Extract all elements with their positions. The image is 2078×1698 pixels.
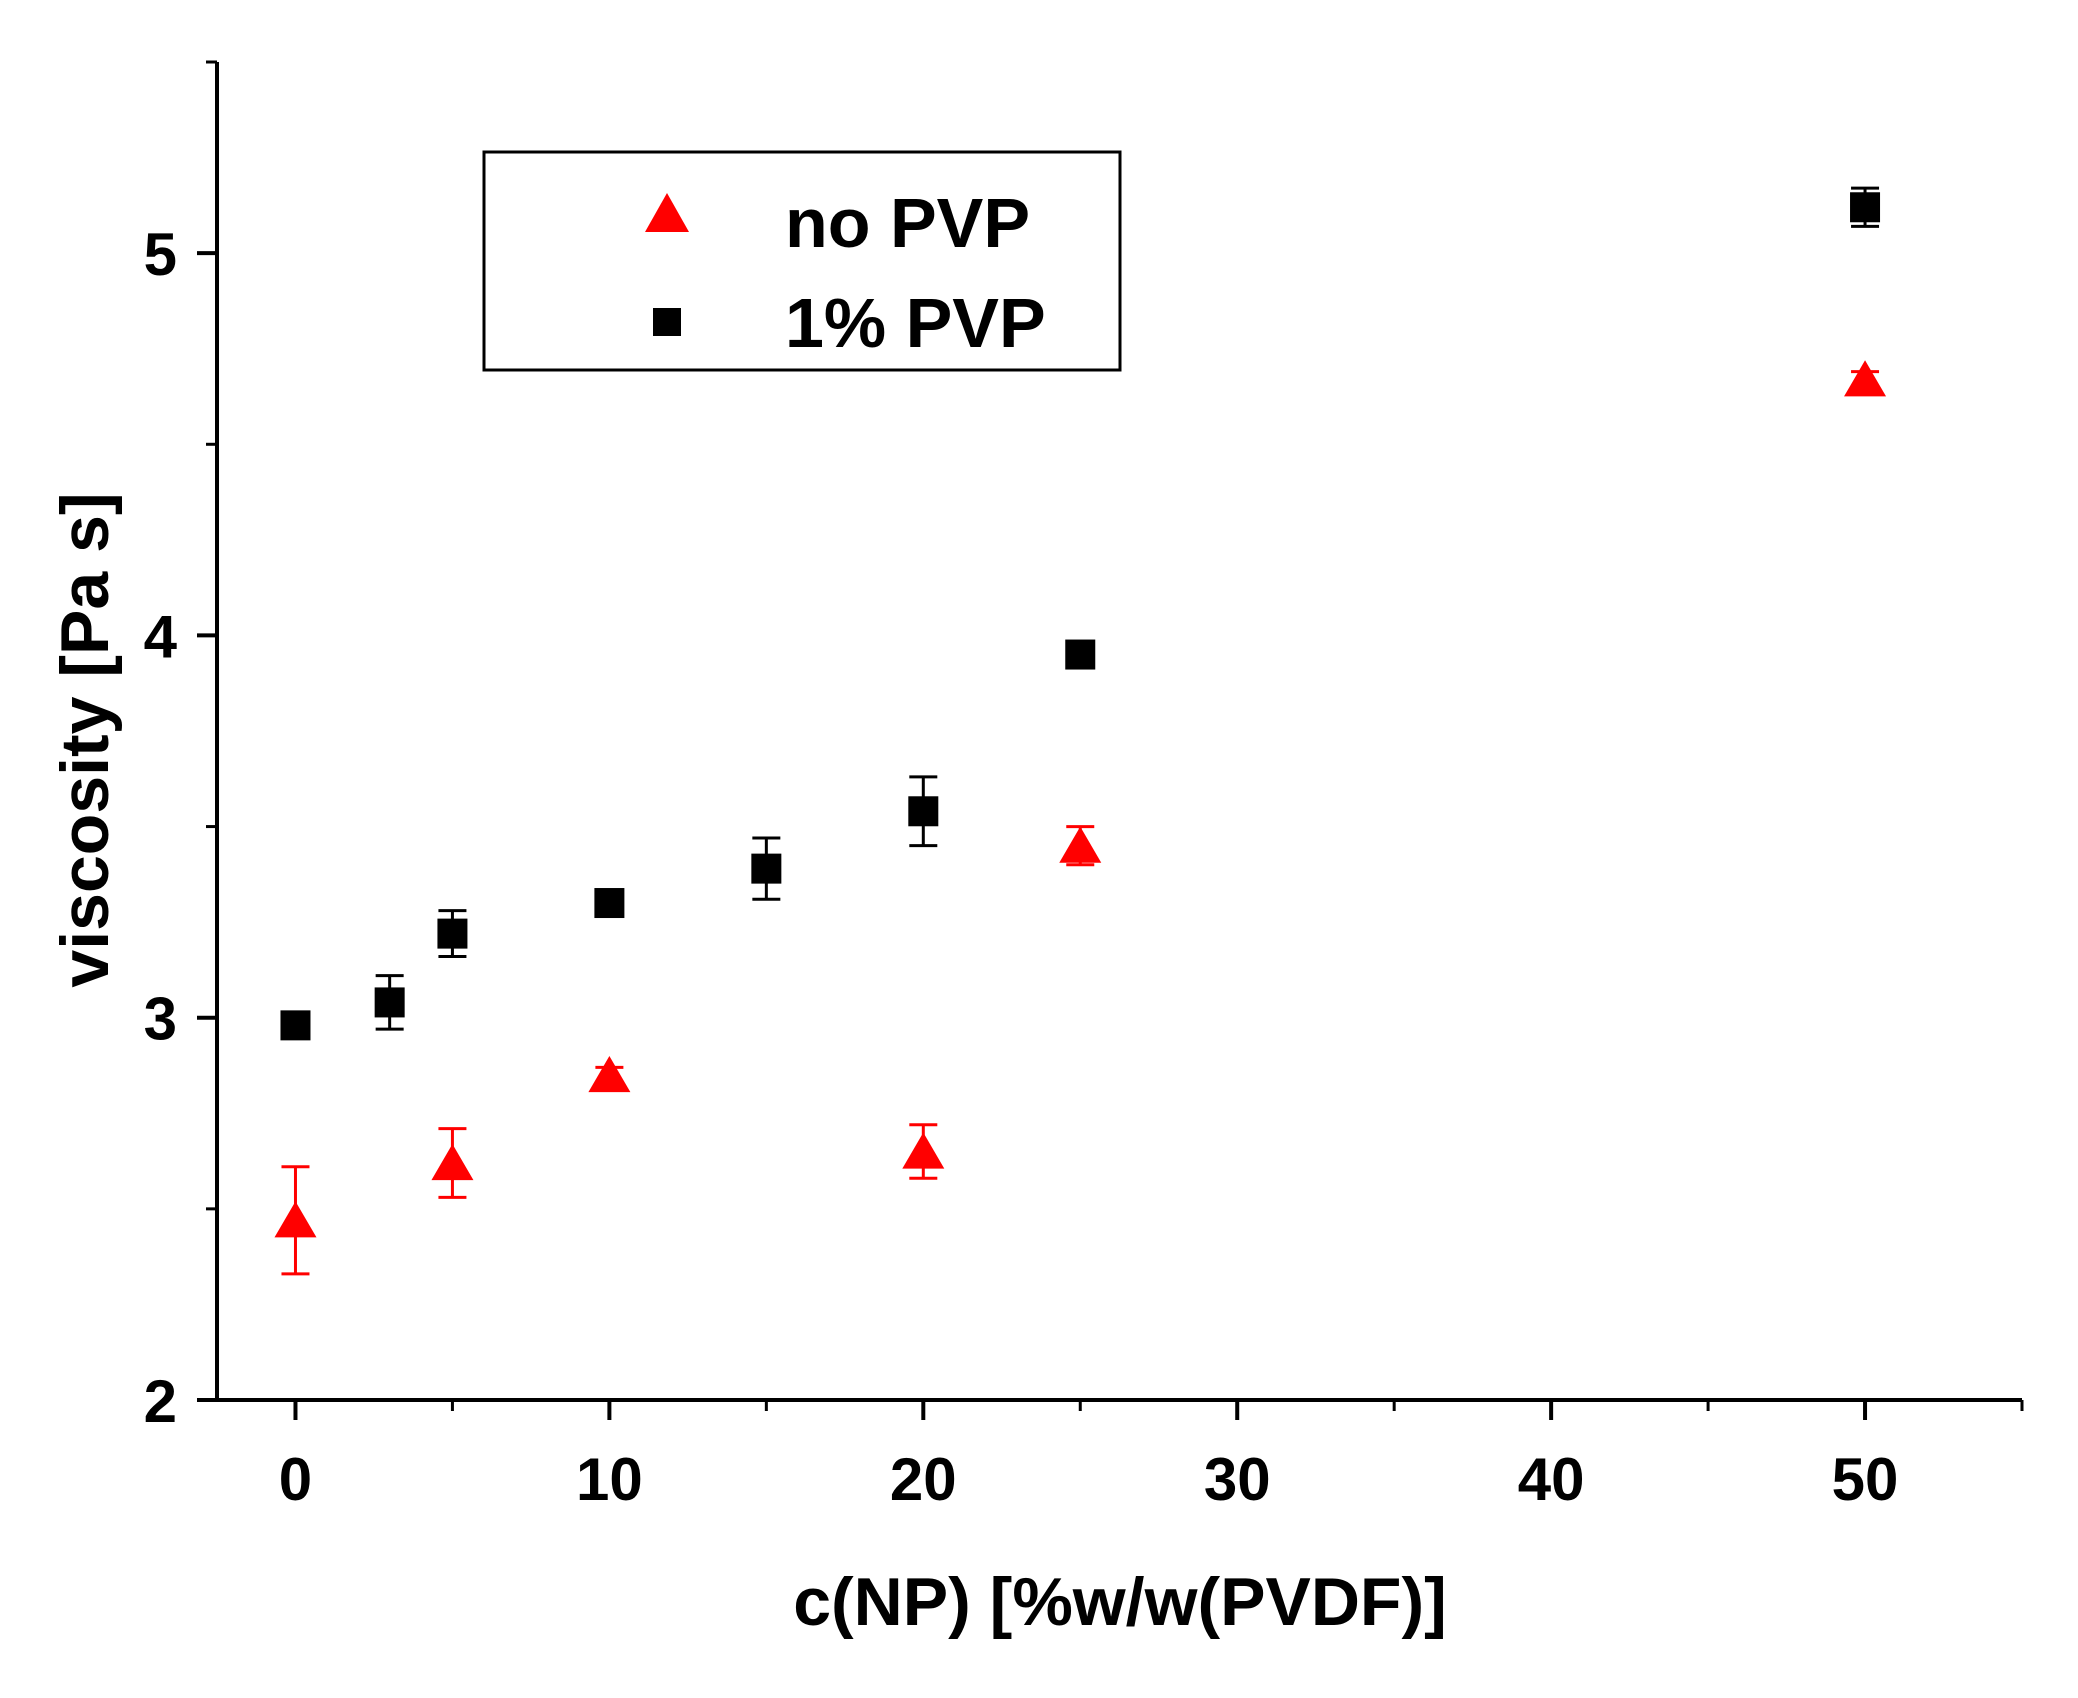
- data-point-square: [437, 918, 468, 949]
- ticks: 0 10 20 30 40 50 2 3 4 5: [144, 60, 2024, 1513]
- series-no-pvp: [274, 360, 1887, 1276]
- data-point-square: [1065, 639, 1096, 670]
- data-point-triangle: [274, 1201, 317, 1238]
- data-point-square: [374, 987, 405, 1018]
- data-point-triangle: [902, 1132, 945, 1169]
- legend-label-no-pvp: no PVP: [785, 184, 1030, 262]
- y-tick-label: 3: [144, 986, 177, 1053]
- data-point-square: [280, 1010, 311, 1041]
- legend-marker-no-pvp: [645, 193, 689, 232]
- series: [274, 186, 1887, 1276]
- x-tick-label: 0: [279, 1446, 312, 1513]
- data-point-triangle: [1844, 360, 1887, 397]
- data-point-triangle: [1059, 826, 1102, 863]
- x-axis-title: c(NP) [%w/w(PVDF)]: [793, 1564, 1447, 1640]
- x-tick-label: 10: [576, 1446, 643, 1513]
- x-tick-label: 30: [1204, 1446, 1271, 1513]
- legend: no PVP 1% PVP: [482, 150, 1122, 372]
- data-point-square: [594, 888, 625, 919]
- data-point-square: [1850, 192, 1881, 223]
- series-1pct-pvp: [280, 186, 1881, 1041]
- data-point-square: [908, 796, 939, 827]
- y-tick-label: 5: [144, 221, 177, 288]
- x-tick-label: 50: [1832, 1446, 1899, 1513]
- legend-marker-1pct-pvp: [653, 308, 681, 336]
- x-tick-label: 40: [1518, 1446, 1585, 1513]
- y-tick-label: 4: [144, 603, 178, 670]
- data-point-triangle: [588, 1056, 631, 1093]
- y-axis-title: viscosity [Pa s]: [47, 492, 123, 987]
- axes: [215, 62, 2022, 1402]
- legend-box: [482, 150, 1122, 372]
- y-tick-label: 2: [144, 1368, 177, 1435]
- data-point-square: [751, 853, 782, 884]
- x-tick-label: 20: [890, 1446, 957, 1513]
- legend-label-1pct-pvp: 1% PVP: [785, 284, 1046, 362]
- data-point-triangle: [431, 1143, 474, 1181]
